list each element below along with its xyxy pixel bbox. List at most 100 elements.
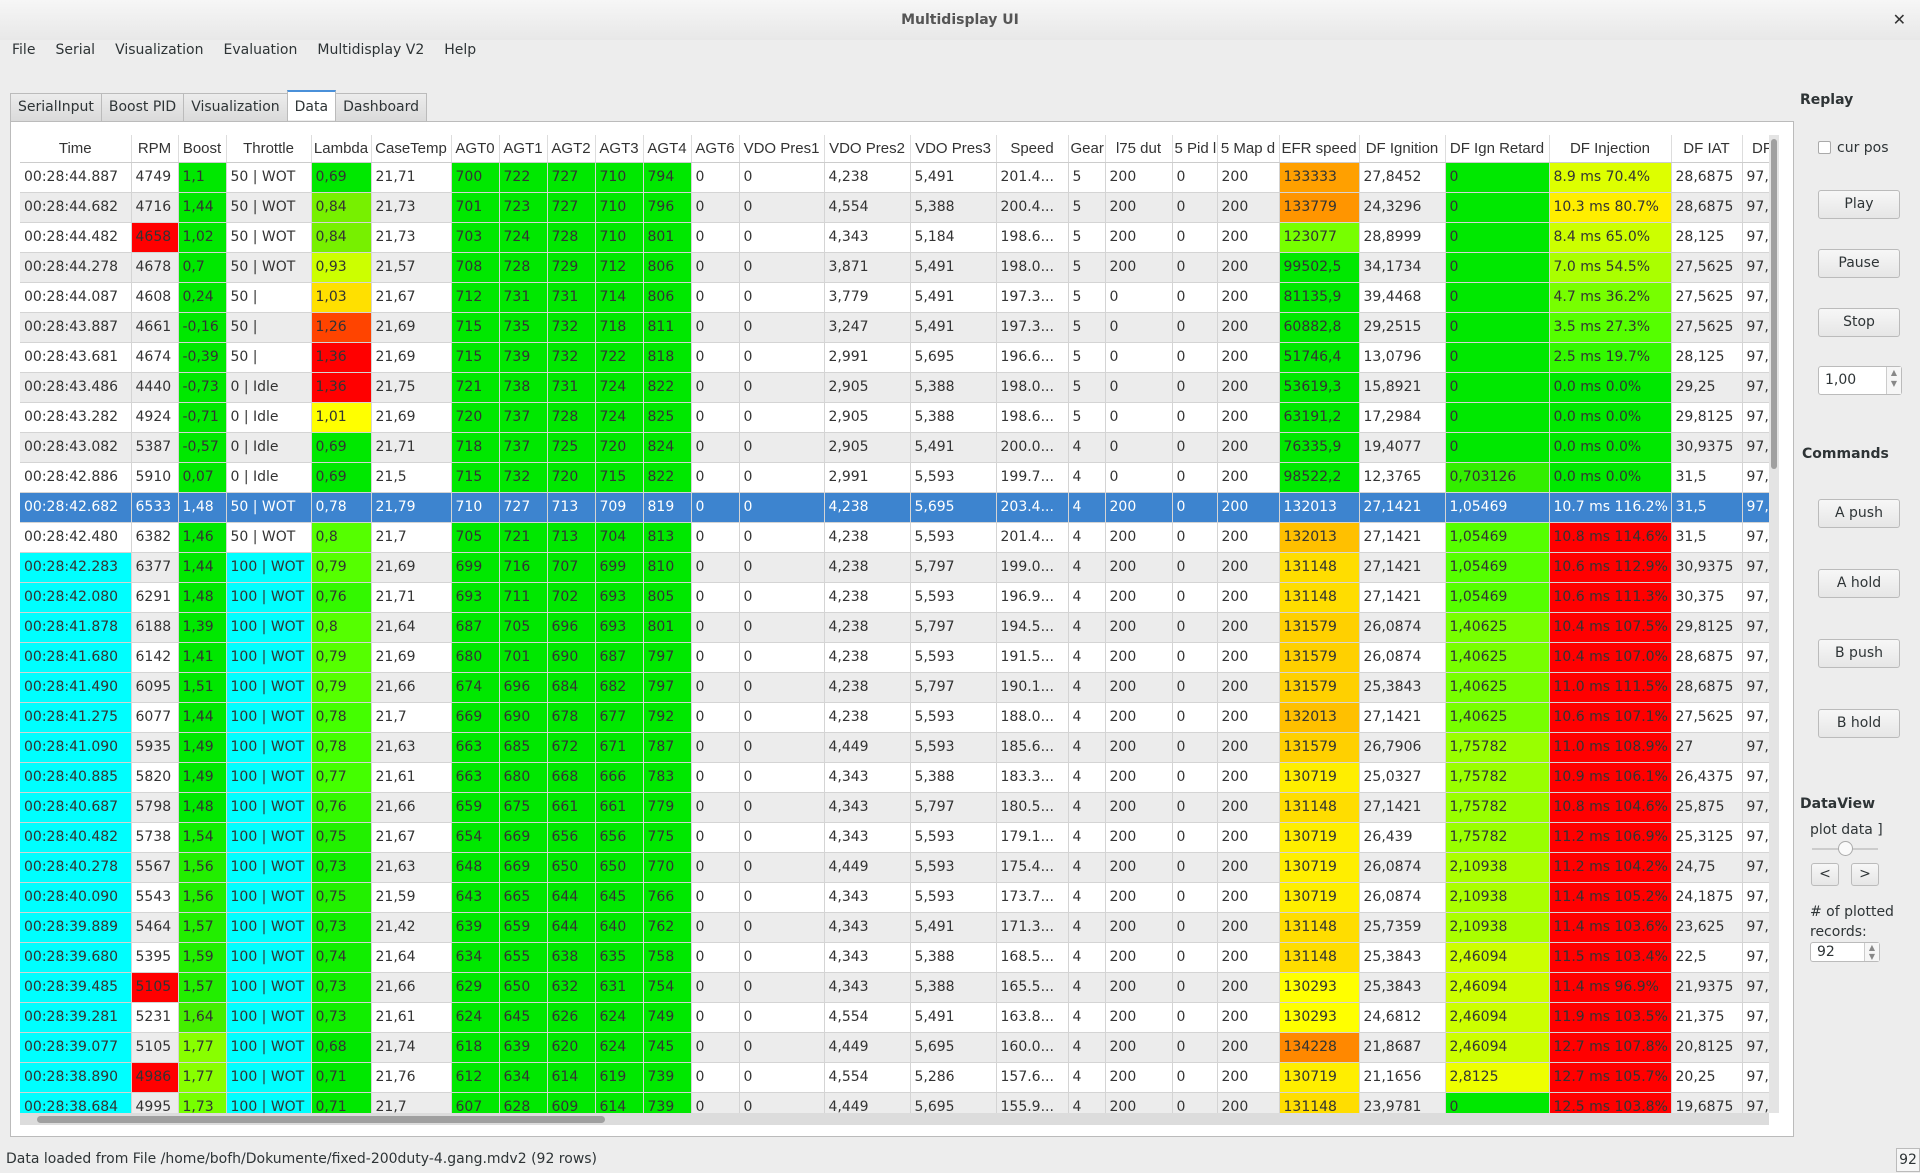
table-row[interactable]: 00:28:38.890 4986 1,77 100 | WOT 0,71 21,76 61… xyxy=(20,1062,1769,1093)
menu-file[interactable]: File xyxy=(12,42,36,58)
table-row[interactable]: 00:28:43.486 4440 -0,73 0 | Idle 1,36 21,75 72… xyxy=(20,372,1769,403)
column-header[interactable]: AGT1 xyxy=(499,135,548,163)
column-header[interactable]: VDO Pres2 xyxy=(824,135,911,163)
table-row[interactable]: 00:28:42.480 6382 1,46 50 | WOT 0,8 21,7 705 72… xyxy=(20,522,1769,553)
menu-visualization[interactable]: Visualization xyxy=(115,42,204,58)
table-row[interactable]: 00:28:44.887 4749 1,1 50 | WOT 0,69 21,71 700 7… xyxy=(20,162,1769,193)
table-row[interactable]: 00:28:43.282 4924 -0,71 0 | Idle 1,01 21,69 72… xyxy=(20,402,1769,433)
column-header[interactable]: AGT4 xyxy=(643,135,692,163)
menu-help[interactable]: Help xyxy=(444,42,477,58)
table-row[interactable]: 00:28:39.889 5464 1,57 100 | WOT 0,73 21,42 63… xyxy=(20,912,1769,943)
table-row[interactable]: 00:28:39.485 5105 1,57 100 | WOT 0,73 21,66 62… xyxy=(20,972,1769,1003)
table-row[interactable]: 00:28:41.878 6188 1,39 100 | WOT 0,8 21,64 687… xyxy=(20,612,1769,643)
table-row[interactable]: 00:28:40.482 5738 1,54 100 | WOT 0,75 21,67 65… xyxy=(20,822,1769,853)
horizontal-scrollbar[interactable] xyxy=(20,1113,1769,1125)
pause-button[interactable]: Pause xyxy=(1818,249,1900,278)
cur-pos-checkbox[interactable]: cur pos xyxy=(1818,140,1889,156)
column-header[interactable]: DF Injection xyxy=(1549,135,1672,163)
plotted-records-spinbox[interactable]: 92 ▲ ▼ xyxy=(1810,942,1880,962)
table-cell: 0 xyxy=(739,912,825,943)
menu-evaluation[interactable]: Evaluation xyxy=(223,42,298,58)
column-header[interactable]: AGT6 xyxy=(691,135,740,163)
column-header[interactable]: Lambda xyxy=(311,135,372,163)
table-row[interactable]: 00:28:44.278 4678 0,7 50 | WOT 0,93 21,57 708 7… xyxy=(20,252,1769,283)
table-row[interactable]: 00:28:42.682 6533 1,48 50 | WOT 0,78 21,79 710… xyxy=(20,492,1769,523)
data-table[interactable]: Time RPM Boost Throttle Lambda CaseTemp AGT0 AG… xyxy=(20,135,1769,1114)
table-row[interactable]: 00:28:41.090 5935 1,49 100 | WOT 0,78 21,63 66… xyxy=(20,732,1769,763)
table-row[interactable]: 00:28:43.082 5387 -0,57 0 | Idle 0,69 21,71 71… xyxy=(20,432,1769,463)
plot-data-slider[interactable] xyxy=(1812,841,1878,856)
table-row[interactable]: 00:28:43.887 4661 -0,16 50 | 1,26 21,69 715 735… xyxy=(20,312,1769,343)
column-header[interactable]: DF IAT xyxy=(1671,135,1743,163)
column-header[interactable]: CaseTemp xyxy=(371,135,452,163)
tab-visualization[interactable]: Visualization xyxy=(183,93,288,121)
checkbox-icon[interactable] xyxy=(1818,141,1831,154)
table-cell: 6188 xyxy=(131,612,179,643)
column-header[interactable]: RPM xyxy=(131,135,179,163)
column-header[interactable]: AGT0 xyxy=(451,135,500,163)
table-row[interactable]: 00:28:41.490 6095 1,51 100 | WOT 0,79 21,66 67… xyxy=(20,672,1769,703)
table-cell: 632 xyxy=(547,972,596,1003)
column-header[interactable]: AGT2 xyxy=(547,135,596,163)
prev-button[interactable]: < xyxy=(1811,863,1839,886)
tab-serialinput[interactable]: SerialInput xyxy=(10,93,102,121)
table-row[interactable]: 00:28:38.684 4995 1,73 100 | WOT 0,71 21,7 607… xyxy=(20,1092,1769,1114)
spin-arrows-icon[interactable]: ▲ ▼ xyxy=(1864,943,1879,961)
column-header[interactable]: Gear xyxy=(1068,135,1106,163)
table-row[interactable]: 00:28:39.077 5105 1,77 100 | WOT 0,68 21,74 61… xyxy=(20,1032,1769,1063)
table-row[interactable]: 00:28:44.087 4608 0,24 50 | 1,03 21,67 712 731 7… xyxy=(20,282,1769,313)
table-row[interactable]: 00:28:44.482 4658 1,02 50 | WOT 0,84 21,73 703… xyxy=(20,222,1769,253)
spin-arrows-icon[interactable]: ▲ ▼ xyxy=(1886,367,1901,394)
table-row[interactable]: 00:28:42.080 6291 1,48 100 | WOT 0,76 21,71 69… xyxy=(20,582,1769,613)
a-push-button[interactable]: A push xyxy=(1818,499,1900,528)
column-header[interactable]: VDO Pres1 xyxy=(739,135,825,163)
table-cell: 629 xyxy=(451,972,500,1003)
table-row[interactable]: 00:28:42.283 6377 1,44 100 | WOT 0,79 21,69 69… xyxy=(20,552,1769,583)
column-header[interactable]: AGT3 xyxy=(595,135,644,163)
vertical-scroll-thumb[interactable] xyxy=(1771,139,1777,469)
column-header[interactable]: Time xyxy=(20,135,132,163)
tab-boost-pid[interactable]: Boost PID xyxy=(100,93,185,121)
table-row[interactable]: 00:28:41.680 6142 1,41 100 | WOT 0,79 21,69 68… xyxy=(20,642,1769,673)
table-row[interactable]: 00:28:43.681 4674 -0,39 50 | 1,36 21,69 715 739… xyxy=(20,342,1769,373)
column-header[interactable]: DF Ignition xyxy=(1359,135,1446,163)
replay-speed-spinbox[interactable]: 1,00 ▲ ▼ xyxy=(1818,366,1902,395)
table-cell: 168.5... xyxy=(996,942,1069,973)
column-header[interactable]: 5 Map d xyxy=(1217,135,1280,163)
menu-serial[interactable]: Serial xyxy=(55,42,96,58)
table-row[interactable]: 00:28:39.281 5231 1,64 100 | WOT 0,73 21,61 62… xyxy=(20,1002,1769,1033)
play-button[interactable]: Play xyxy=(1818,190,1900,219)
table-row[interactable]: 00:28:40.090 5543 1,56 100 | WOT 0,75 21,59 64… xyxy=(20,882,1769,913)
column-header[interactable]: Boost xyxy=(178,135,227,163)
column-header[interactable]: DF Ign Retard xyxy=(1445,135,1550,163)
column-header[interactable]: 5 Pid l xyxy=(1172,135,1218,163)
b-hold-button[interactable]: B hold xyxy=(1818,709,1900,738)
column-header[interactable]: Speed xyxy=(996,135,1069,163)
stop-button[interactable]: Stop xyxy=(1818,308,1900,337)
table-cell: 624 xyxy=(595,1032,644,1063)
close-icon[interactable]: ✕ xyxy=(1892,10,1906,29)
next-button[interactable]: > xyxy=(1851,863,1879,886)
tab-dashboard[interactable]: Dashboard xyxy=(335,93,428,121)
table-row[interactable]: 00:28:39.680 5395 1,59 100 | WOT 0,74 21,64 63… xyxy=(20,942,1769,973)
slider-handle[interactable] xyxy=(1838,841,1853,856)
column-header[interactable]: l75 dut xyxy=(1105,135,1173,163)
column-header[interactable]: EFR speed xyxy=(1279,135,1360,163)
tab-data[interactable]: Data xyxy=(286,90,337,120)
table-row[interactable]: 00:28:40.278 5567 1,56 100 | WOT 0,73 21,63 64… xyxy=(20,852,1769,883)
table-cell: 0 xyxy=(691,162,740,193)
b-push-button[interactable]: B push xyxy=(1818,639,1900,668)
column-header[interactable]: Throttle xyxy=(226,135,312,163)
table-row[interactable]: 00:28:40.885 5820 1,49 100 | WOT 0,77 21,61 66… xyxy=(20,762,1769,793)
vertical-scrollbar[interactable] xyxy=(1769,135,1779,1113)
table-row[interactable]: 00:28:40.687 5798 1,48 100 | WOT 0,76 21,66 65… xyxy=(20,792,1769,823)
table-row[interactable]: 00:28:44.682 4716 1,44 50 | WOT 0,84 21,73 701… xyxy=(20,192,1769,223)
table-row[interactable]: 00:28:41.275 6077 1,44 100 | WOT 0,78 21,7 669… xyxy=(20,702,1769,733)
a-hold-button[interactable]: A hold xyxy=(1818,569,1900,598)
table-row[interactable]: 00:28:42.886 5910 0,07 0 | Idle 0,69 21,5 715 7… xyxy=(20,462,1769,493)
table-cell: 618 xyxy=(451,1032,500,1063)
column-header[interactable]: DF xyxy=(1742,135,1769,163)
horizontal-scroll-thumb[interactable] xyxy=(37,1116,605,1123)
menu-multidisplay-v2[interactable]: Multidisplay V2 xyxy=(317,42,425,58)
column-header[interactable]: VDO Pres3 xyxy=(910,135,997,163)
